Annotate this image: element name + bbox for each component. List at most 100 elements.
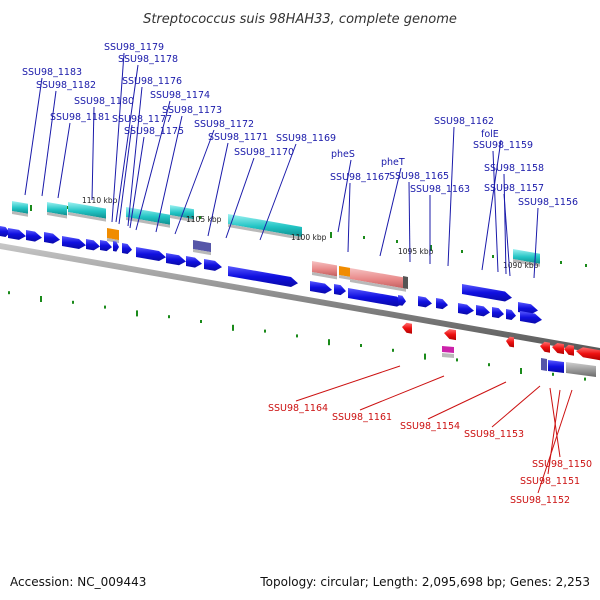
gene-label: SSU98_1167 (330, 172, 390, 183)
feature-underline (170, 215, 194, 223)
gene-label: SSU98_1150 (532, 459, 592, 470)
forward-gene-arrow (100, 240, 112, 252)
gene-label: SSU98_1176 (122, 76, 182, 87)
gene-label: SSU98_1154 (400, 421, 460, 432)
gene-label: SSU98_1173 (162, 105, 222, 116)
kbp-tick (552, 372, 554, 376)
salmon-feature (312, 261, 337, 277)
cyan-feature (68, 202, 106, 219)
gene-label: SSU98_1178 (118, 54, 178, 65)
forward-gene-arrow (506, 309, 516, 320)
gene-label: SSU98_1151 (520, 476, 580, 487)
kbp-tick (396, 240, 398, 243)
forward-gene-arrow (113, 241, 119, 252)
reverse-feature-box (548, 360, 564, 373)
forward-gene-arrow (136, 247, 166, 262)
gene-leader-line (155, 115, 183, 233)
forward-gene-arrow (186, 256, 202, 268)
gene-label: SSU98_1183 (22, 67, 82, 78)
forward-gene-arrow (26, 230, 42, 242)
kbp-tick (232, 324, 234, 331)
gene-leader-line (91, 106, 95, 201)
reverse-gene-arrow (552, 342, 564, 355)
kbp-tick (72, 300, 74, 304)
gene-leader-line (135, 100, 171, 231)
gene-leader-line (492, 150, 499, 273)
reverse-gene-arrow (564, 344, 574, 356)
grey-feature (566, 362, 596, 377)
gene-leader-line (111, 52, 125, 223)
forward-gene-arrow (398, 295, 406, 306)
gene-leader-line (503, 193, 511, 277)
gene-label: SSU98_1177 (112, 114, 172, 125)
genome-backbone (0, 243, 600, 354)
feature-underline (513, 259, 540, 267)
kbp-tick (30, 205, 32, 211)
kbp-tick (560, 261, 562, 264)
gene-leader-line (174, 129, 215, 235)
cyan-feature (47, 202, 67, 216)
kbp-tick (363, 236, 365, 239)
feature-underline (68, 212, 106, 222)
reverse-gene-arrow (576, 347, 600, 361)
gene-leader-line (41, 90, 57, 197)
gene-leader-line (481, 139, 502, 271)
gene-leader-line (57, 122, 71, 199)
gene-label: SSU98_1182 (36, 80, 96, 91)
gene-label: SSU98_1165 (389, 171, 449, 182)
kbp-tick (392, 348, 394, 352)
gene-leader-line (447, 126, 455, 267)
reverse-gene-arrow (540, 341, 550, 353)
feature-underline (228, 224, 302, 240)
gene-leader-line (359, 375, 445, 411)
kbp-tick (200, 320, 202, 323)
gene-label: SSU98_1179 (104, 42, 164, 53)
magenta-feature (442, 346, 454, 353)
forward-gene-arrow (62, 236, 86, 249)
gene-label: SSU98_1175 (124, 126, 184, 137)
kbp-tick (456, 358, 458, 362)
kbp-tick (492, 255, 494, 258)
genome-summary: Topology: circular; Length: 2,095,698 bp… (259, 575, 590, 589)
gene-leader-line (347, 182, 351, 253)
gene-label: SSU98_1153 (464, 429, 524, 440)
reverse-gene-arrow (402, 322, 412, 334)
gene-label: SSU98_1157 (484, 183, 544, 194)
purple-feature (193, 240, 211, 253)
gene-label: SSU98_1163 (410, 184, 470, 195)
gene-label: SSU98_1161 (332, 412, 392, 423)
forward-gene-arrow (122, 243, 132, 254)
gene-label: pheT (381, 157, 405, 168)
reverse-gene-arrow (444, 328, 456, 341)
gene-leader-line (115, 64, 139, 223)
feature-underline (350, 279, 406, 292)
orange-feature (339, 266, 350, 277)
cyan-feature (12, 201, 28, 214)
feature-underline (442, 353, 454, 358)
kbp-tick (360, 344, 362, 347)
kbp-label: 1095 kbp (398, 247, 434, 256)
forward-gene-arrow (8, 228, 26, 240)
forward-gene-arrow (462, 284, 512, 302)
gene-leader-line (207, 142, 229, 237)
kbp-label: 1100 kbp (291, 233, 327, 242)
forward-gene-arrow (458, 303, 474, 315)
gene-leader-line (533, 207, 539, 279)
kbp-tick (8, 291, 10, 295)
gene-leader-line (427, 381, 507, 420)
gene-leader-line (129, 136, 145, 229)
gene-label: SSU98_1180 (74, 96, 134, 107)
feature-underline (312, 272, 337, 280)
kbp-tick (40, 296, 42, 302)
forward-gene-arrow (348, 288, 404, 307)
forward-gene-arrow (334, 284, 346, 296)
forward-gene-arrow (228, 266, 298, 288)
gene-label: SSU98_1172 (194, 119, 254, 130)
orange-feature (107, 228, 119, 241)
gene-label: SSU98_1159 (473, 140, 533, 151)
kbp-label: 1105 kbp (186, 215, 222, 224)
forward-gene-arrow (520, 311, 542, 324)
feature-underline (193, 249, 211, 256)
